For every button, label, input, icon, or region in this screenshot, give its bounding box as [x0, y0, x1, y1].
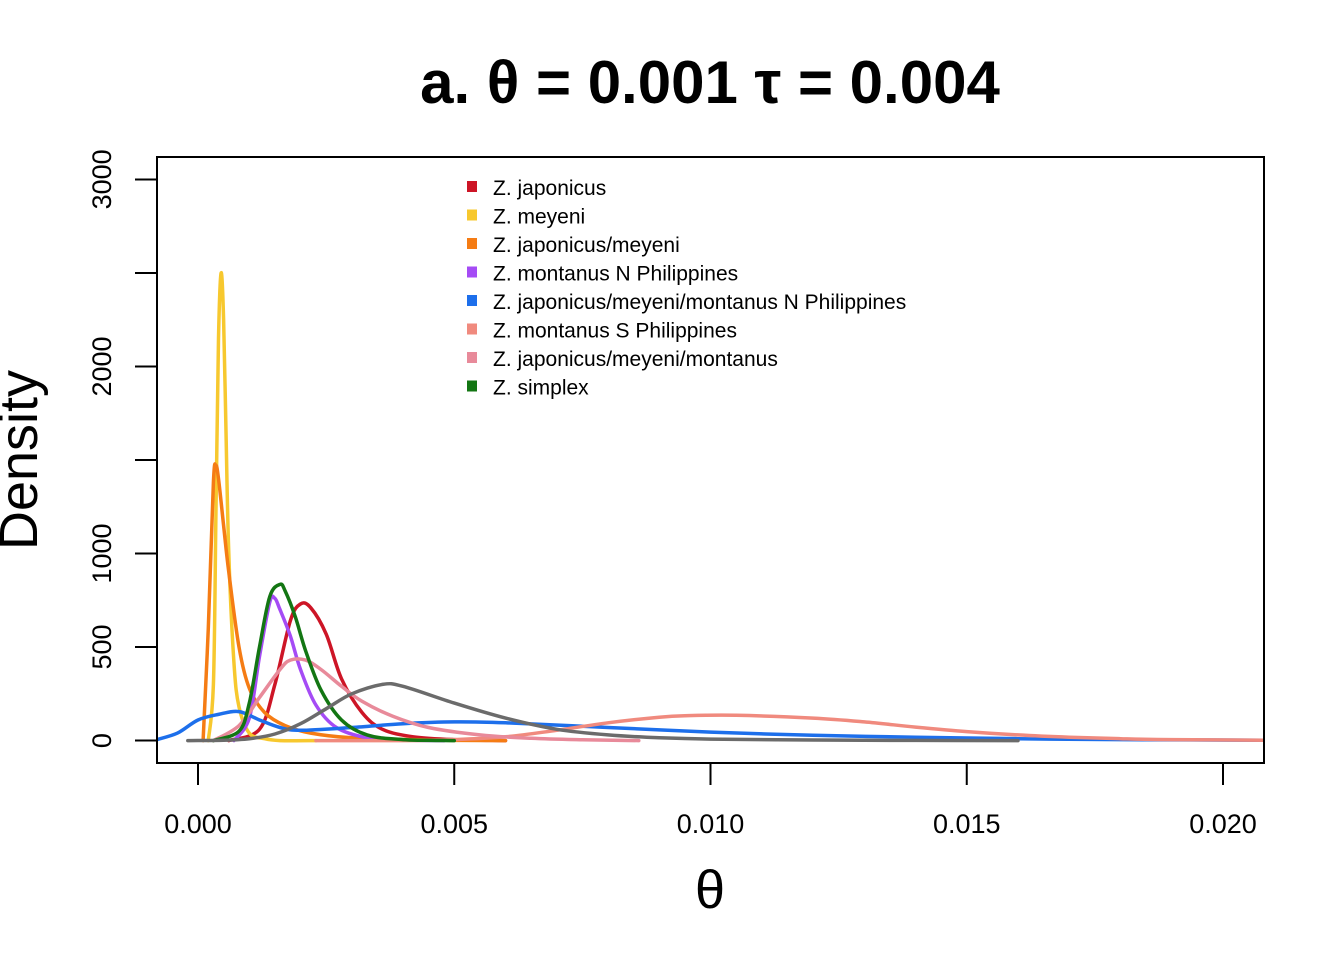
series-line-6 — [314, 713, 1264, 743]
y-tick-label: 0 — [87, 733, 117, 748]
y-tick-label: 500 — [87, 624, 117, 669]
x-tick-label: 0.020 — [1189, 809, 1257, 839]
x-tick-label: 0.005 — [420, 809, 488, 839]
legend-label: Z. meyeni — [493, 206, 585, 229]
legend-swatch — [467, 266, 477, 278]
legend-swatch — [467, 209, 477, 221]
legend: Z. japonicus Z. meyeni Z. japonicus/meyeni… — [467, 177, 906, 400]
legend-swatch — [467, 352, 477, 363]
y-axis: 0 500 1000 2000 3000 — [87, 149, 158, 748]
plot-area — [157, 271, 1264, 743]
legend-label: Z. japonicus/meyeni/montanus — [493, 348, 778, 371]
legend-label: Z. simplex — [493, 377, 589, 400]
series-line-8 — [211, 582, 457, 743]
series-line-3 — [201, 462, 508, 743]
x-axis: 0.000 0.005 0.010 0.015 0.020 — [164, 762, 1257, 839]
legend-swatch — [467, 295, 477, 306]
series-line-9 — [186, 681, 1020, 743]
series-line-5 — [157, 709, 1264, 742]
x-axis-title: θ — [695, 860, 725, 920]
legend-label: Z. japonicus/meyeni/montanus N Philippin… — [493, 291, 906, 314]
y-tick-label: 1000 — [87, 523, 117, 583]
legend-label: Z. japonicus — [493, 177, 606, 200]
legend-label: Z. japonicus/meyeni — [493, 234, 680, 257]
chart-title: a. θ = 0.001 τ = 0.004 — [420, 49, 1000, 116]
legend-swatch — [467, 181, 477, 192]
legend-swatch — [467, 323, 477, 335]
legend-swatch — [467, 238, 477, 249]
legend-label: Z. montanus N Philippines — [493, 263, 738, 286]
y-tick-label: 3000 — [87, 149, 117, 209]
y-axis-title: Density — [0, 370, 49, 550]
series-line-1 — [227, 601, 508, 743]
series-line-7 — [211, 657, 641, 743]
y-tick-label: 2000 — [87, 336, 117, 396]
x-tick-label: 0.000 — [164, 809, 232, 839]
legend-swatch — [467, 380, 477, 392]
x-tick-label: 0.010 — [677, 809, 745, 839]
x-tick-label: 0.015 — [933, 809, 1001, 839]
legend-label: Z. montanus S Philippines — [493, 320, 737, 343]
